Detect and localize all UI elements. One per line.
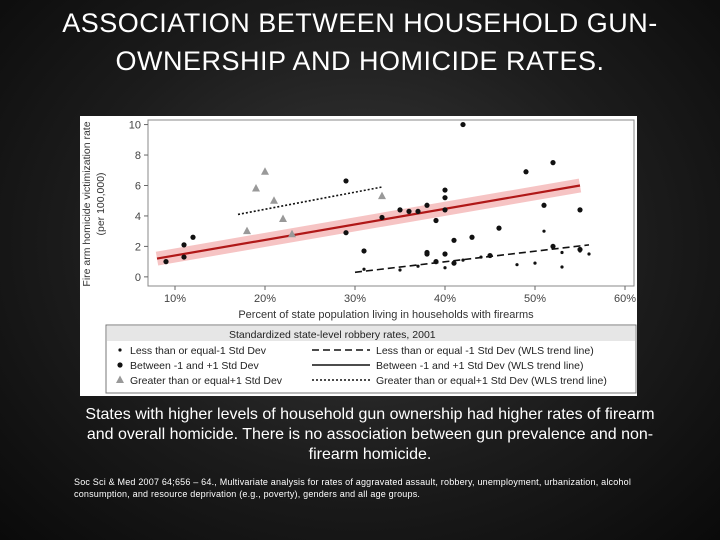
data-point-middle xyxy=(361,248,367,254)
x-tick-label: 50% xyxy=(524,293,546,305)
legend-marker-2 xyxy=(117,362,123,368)
data-point-low xyxy=(416,264,420,268)
legend-label-2: Between -1 and +1 Std Dev xyxy=(130,360,259,372)
data-point-low xyxy=(443,266,447,270)
legend-marker-3 xyxy=(116,375,124,383)
x-tick-label: 10% xyxy=(164,293,186,305)
data-point-middle xyxy=(406,208,412,214)
legend-entries: Less than or equal-1 Std Dev Less than or… xyxy=(116,345,607,387)
data-point-middle xyxy=(397,207,403,213)
data-point-middle xyxy=(550,160,556,166)
data-point-middle xyxy=(190,234,196,240)
legend-trend-label-2: Between -1 and +1 Std Dev (WLS trend lin… xyxy=(376,360,583,372)
data-point-middle xyxy=(487,252,493,259)
data-point-high xyxy=(252,184,260,192)
data-point-low xyxy=(542,229,546,233)
data-point-low xyxy=(515,263,519,267)
data-point-high xyxy=(261,167,269,175)
data-point-middle xyxy=(343,178,349,184)
data-point-middle xyxy=(424,251,430,257)
scatter-figure: Fire arm homicide victimization rate (pe… xyxy=(80,116,637,396)
legend-title-strip xyxy=(107,326,635,341)
data-point-high xyxy=(279,214,287,222)
slide-caption: States with higher levels of household g… xyxy=(85,406,655,463)
data-point-middle xyxy=(577,246,583,253)
data-point-low xyxy=(362,267,366,271)
data-point-middle xyxy=(442,207,448,213)
data-point-middle xyxy=(577,207,583,213)
x-tick-label: 60% xyxy=(614,293,636,305)
trend-line-high xyxy=(237,186,383,216)
y-axis-label-line2: (per 100,000) xyxy=(95,172,107,235)
data-point-middle xyxy=(469,234,475,240)
scatter-chart: Fire arm homicide victimization rate (pe… xyxy=(81,119,637,394)
x-tick-label: 40% xyxy=(434,293,456,305)
trend-lines xyxy=(155,178,590,274)
data-point-high xyxy=(270,196,278,204)
data-point-low xyxy=(479,255,483,259)
legend-label-1: Less than or equal-1 Std Dev xyxy=(130,345,267,357)
data-point-middle xyxy=(343,230,349,236)
data-point-middle xyxy=(442,251,448,257)
data-point-low xyxy=(461,258,465,262)
y-tick-label: 8 xyxy=(135,150,141,162)
data-point-low xyxy=(587,252,591,256)
data-point-low xyxy=(533,261,537,265)
slide-title: ASSOCIATION BETWEEN HOUSEHOLD GUN-OWNERS… xyxy=(62,8,658,76)
data-point-high xyxy=(243,226,251,235)
data-point-middle xyxy=(379,214,385,221)
legend-label-3: Greater than or equal+1 Std Dev xyxy=(130,375,283,387)
data-point-middle xyxy=(442,187,448,193)
data-point-middle xyxy=(181,254,187,260)
trend-line-middle xyxy=(156,184,581,260)
y-tick-label: 0 xyxy=(135,272,141,284)
legend-title: Standardized state-level robbery rates, … xyxy=(229,329,436,341)
data-point-middle xyxy=(424,202,430,208)
data-points xyxy=(163,121,591,272)
data-point-middle xyxy=(541,202,547,208)
data-point-middle xyxy=(451,237,457,243)
y-axis-label-line1: Fire arm homicide victimization rate xyxy=(81,121,93,286)
data-point-middle xyxy=(451,260,457,266)
data-point-middle xyxy=(442,195,448,201)
y-tick-label: 4 xyxy=(135,211,141,223)
y-tick-label: 2 xyxy=(135,241,141,253)
y-tick-label: 6 xyxy=(135,180,141,192)
legend-trend-label-1: Less than or equal -1 Std Dev (WLS trend… xyxy=(376,345,594,357)
data-point-middle xyxy=(496,225,502,231)
y-axis-label-group: Fire arm homicide victimization rate (pe… xyxy=(81,121,107,286)
data-point-high xyxy=(288,229,296,238)
data-point-middle xyxy=(460,121,466,128)
data-point-middle xyxy=(433,217,439,224)
data-point-middle xyxy=(181,242,187,248)
x-tick-label: 30% xyxy=(344,293,366,305)
x-axis-label: Percent of state population living in ho… xyxy=(238,309,534,321)
data-point-middle xyxy=(433,259,439,265)
data-point-low xyxy=(560,265,564,269)
legend-trend-label-3: Greater than or equal+1 Std Dev (WLS tre… xyxy=(376,375,607,387)
legend-marker-1 xyxy=(118,348,122,352)
data-point-middle xyxy=(415,208,421,214)
data-point-middle xyxy=(523,169,529,175)
citation: Soc Sci & Med 2007 64;656 – 64., Multiva… xyxy=(74,477,632,499)
axis-ticks: 0 2 4 6 8 10 10% 20% 30% 40% 50% 60% xyxy=(129,120,636,305)
plot-panel xyxy=(147,119,635,287)
data-point-middle xyxy=(163,259,169,265)
trend-line-low xyxy=(354,244,590,274)
data-point-middle xyxy=(550,243,556,250)
data-point-high xyxy=(378,191,386,200)
data-point-low xyxy=(560,250,564,255)
x-tick-label: 20% xyxy=(254,293,276,305)
y-tick-label: 10 xyxy=(129,120,141,132)
data-point-low xyxy=(398,268,402,272)
